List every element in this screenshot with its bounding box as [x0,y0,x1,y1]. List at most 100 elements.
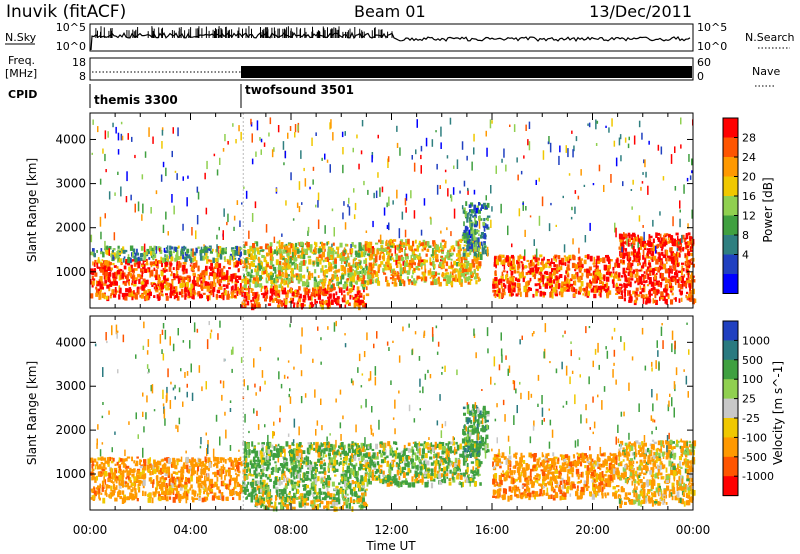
echo-cell [422,262,426,266]
echo-cell [265,277,268,283]
echo-cell [353,300,357,306]
echo-cell [392,275,395,279]
echo-cell [141,264,144,267]
echo-cell [505,164,507,172]
echo-cell [344,131,346,136]
echo-cell [387,158,389,168]
echo-cell [254,201,257,209]
echo-cell [168,490,172,496]
echo-cell [136,470,140,474]
echo-cell [182,464,185,469]
echo-cell [250,288,253,293]
echo-cell [571,262,575,269]
echo-cell [679,209,681,213]
echo-cell [418,240,421,244]
echo-cell [442,260,445,265]
echo-cell [664,284,667,287]
echo-cell [551,288,553,291]
echo-cell [204,172,206,180]
echo-cell [93,262,96,267]
echo-cell [509,124,511,127]
echo-cell [348,281,351,287]
echo-cell [177,256,181,259]
echo-cell [667,293,670,300]
echo-cell [338,482,341,485]
echo-cell [174,493,178,500]
echo-cell [340,265,344,269]
echo-cell [250,269,253,274]
echo-cell [147,497,152,503]
echo-cell [638,120,641,128]
echo-cell [283,291,287,295]
echo-cell [533,256,537,260]
echo-cell [283,262,287,269]
echo-cell [283,258,287,262]
echo-cell [427,270,431,274]
echo-cell [189,466,192,472]
echo-cell [304,248,309,255]
echo-cell [508,263,512,266]
echo-cell [148,493,152,498]
echo-cell [660,252,664,255]
echo-cell [558,275,561,280]
echo-cell [538,267,541,270]
echo-cell [463,272,466,279]
echo-cell [144,252,147,258]
echo-cell [125,288,129,293]
echo-cell [594,272,597,275]
echo-cell [534,254,536,257]
echo-cell [146,292,150,295]
echo-cell [219,457,223,460]
echo-cell [643,244,647,249]
echo-cell [225,274,228,280]
echo-cell [396,271,399,277]
echo-cell [440,142,442,149]
echo-cell [359,465,363,470]
echo-cell [90,251,94,256]
echo-cell [418,242,420,246]
echo-cell [224,248,227,252]
echo-cell [430,217,432,225]
echo-cell [595,143,598,146]
echo-cell [374,256,378,263]
echo-cell [344,257,347,260]
echo-cell [466,252,470,257]
echo-cell [141,472,144,475]
echo-cell [186,275,190,279]
echo-cell [521,271,524,277]
echo-cell [262,292,266,299]
echo-cell [404,249,406,256]
echo-cell [612,266,615,271]
echo-cell [227,290,230,296]
echo-cell [125,259,129,264]
echo-cell [92,278,96,281]
echo-cell [118,275,121,281]
echo-cell [428,245,432,248]
echo-cell [243,273,245,279]
echo-cell [372,262,375,269]
nave-tick-top: 60 [697,56,711,69]
echo-cell [178,459,182,462]
echo-cell [180,479,184,483]
echo-cell [272,266,277,271]
echo-cell [690,252,694,257]
echo-cell [659,211,661,216]
echo-cell [557,255,561,260]
echo-cell [494,291,496,296]
echo-cell [99,283,103,290]
echo-cell [677,283,680,288]
echo-cell [513,282,516,287]
echo-cell [186,491,189,497]
echo-cell [309,244,313,249]
echo-cell [302,294,306,299]
echo-cell [133,476,137,482]
echo-cell [511,243,513,248]
echo-cell [123,480,126,486]
echo-cell [102,497,106,504]
echo-cell [577,195,580,200]
echo-cell [517,278,520,282]
echo-cell [314,269,317,274]
echo-cell [689,274,693,279]
echo-cell [244,280,247,286]
echo-cell [280,266,284,272]
